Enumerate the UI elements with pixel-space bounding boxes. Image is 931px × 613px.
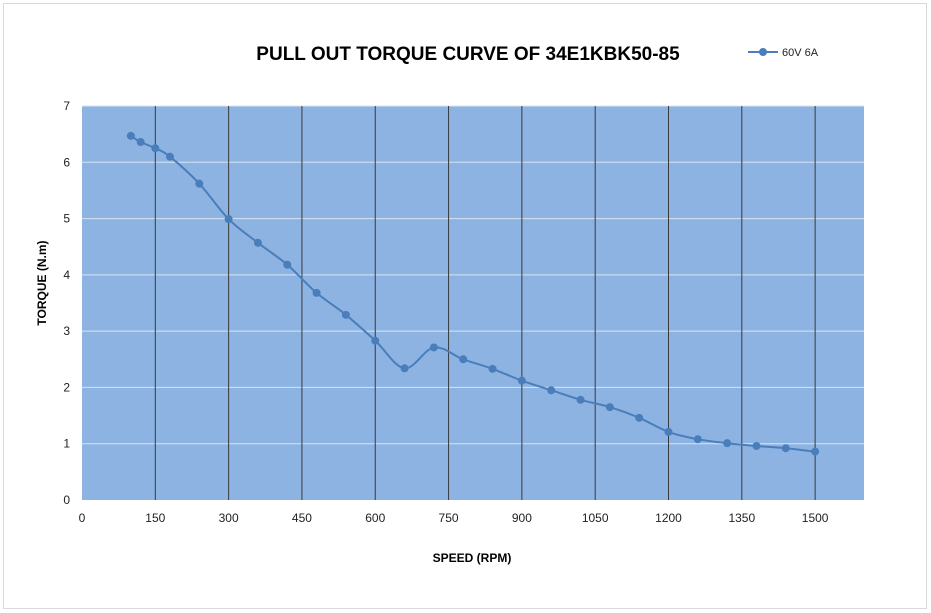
x-tick-label: 300: [219, 511, 239, 525]
data-point: [664, 427, 673, 436]
y-tick-label: 2: [63, 380, 70, 394]
legend-label: 60V 6A: [782, 47, 819, 59]
y-axis-title: TORQUE (N.m): [35, 240, 49, 325]
x-tick-label: 0: [79, 511, 86, 525]
y-tick-label: 3: [63, 324, 70, 338]
data-point: [576, 395, 585, 404]
data-point: [723, 439, 732, 448]
x-tick-label: 1350: [728, 511, 755, 525]
y-axis-ticks: 0 1 2 3 4 5 6 7: [63, 99, 70, 507]
x-tick-label: 900: [512, 511, 532, 525]
data-point: [517, 376, 526, 385]
legend: 60V 6A: [748, 47, 819, 59]
data-point: [547, 386, 556, 395]
data-point: [312, 288, 321, 297]
y-tick-label: 6: [63, 155, 70, 169]
data-point: [752, 441, 761, 450]
x-tick-label: 750: [439, 511, 459, 525]
y-tick-label: 0: [63, 493, 70, 507]
data-point: [283, 260, 292, 269]
x-tick-label: 150: [145, 511, 165, 525]
plot-area: [82, 106, 864, 500]
x-axis-title: SPEED (RPM): [433, 551, 512, 565]
data-point: [605, 403, 614, 412]
data-point: [429, 343, 438, 352]
data-point: [811, 447, 820, 456]
data-point: [488, 364, 497, 373]
data-point: [635, 413, 644, 422]
x-tick-label: 1500: [802, 511, 829, 525]
chart-title: PULL OUT TORQUE CURVE OF 34E1KBK50-85: [256, 44, 680, 65]
legend-dot-marker: [759, 48, 767, 56]
x-axis-ticks: 0 150 300 450 600 750 900 1050 1200 1350 1500: [79, 511, 829, 525]
data-point: [781, 444, 790, 453]
data-point: [459, 355, 468, 364]
y-tick-label: 1: [63, 437, 70, 451]
data-point: [371, 336, 380, 345]
y-tick-label: 5: [63, 212, 70, 226]
data-point: [224, 215, 233, 224]
data-point: [253, 238, 262, 247]
data-point: [165, 152, 174, 161]
y-tick-label: 7: [63, 99, 70, 113]
series-points: [126, 131, 820, 456]
x-tick-label: 600: [365, 511, 385, 525]
x-tick-label: 1050: [582, 511, 609, 525]
data-point: [151, 144, 160, 153]
data-point: [693, 435, 702, 444]
data-point: [136, 138, 145, 147]
x-tick-label: 450: [292, 511, 312, 525]
data-point: [341, 310, 350, 319]
x-tick-label: 1200: [655, 511, 682, 525]
data-point: [400, 364, 409, 373]
data-point: [126, 131, 135, 140]
data-point: [195, 179, 204, 188]
y-tick-label: 4: [63, 268, 70, 282]
